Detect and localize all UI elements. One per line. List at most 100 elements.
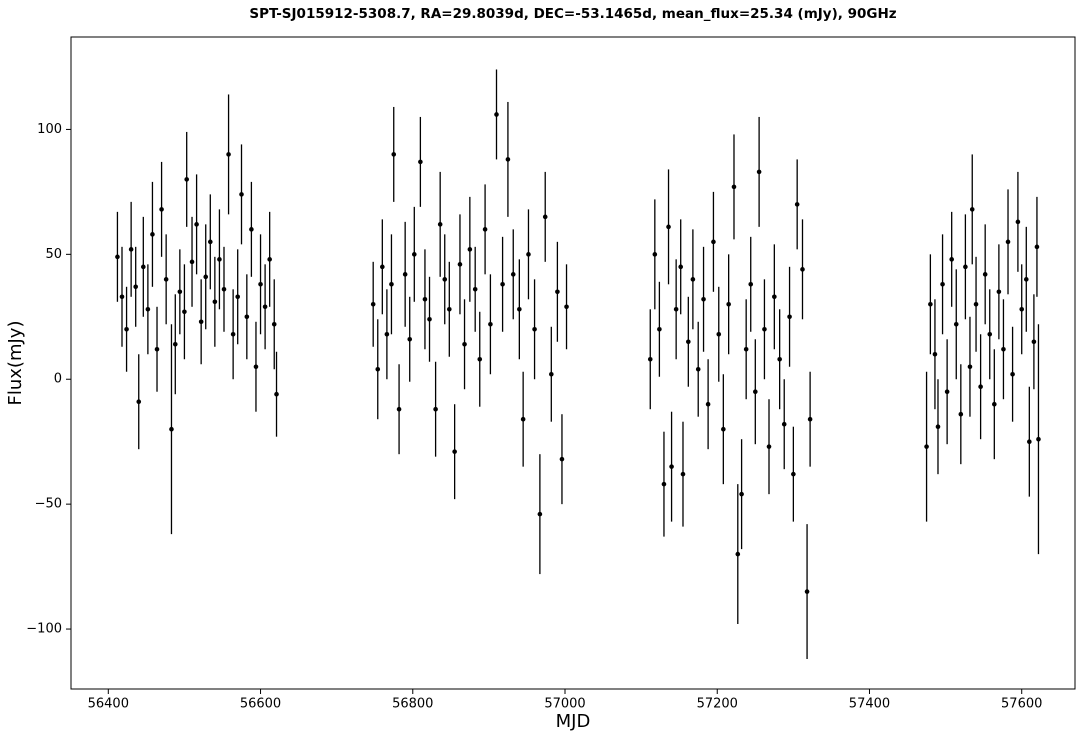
data-point [726, 301, 731, 307]
data-point [115, 254, 120, 260]
data-point [996, 289, 1002, 295]
data-point [235, 294, 240, 300]
y-tick-label: 0 [54, 372, 62, 387]
data-point [239, 192, 244, 197]
data-point [433, 406, 438, 412]
data-point [963, 264, 968, 270]
data-point [958, 411, 964, 417]
data-point [762, 326, 767, 332]
data-point [564, 304, 569, 310]
data-point [794, 202, 800, 207]
data-point [695, 366, 701, 372]
data-point [517, 306, 522, 312]
data-point [716, 331, 722, 337]
x-tick-label: 57600 [1001, 697, 1042, 712]
data-point [647, 356, 653, 362]
data-point [1034, 244, 1040, 250]
data-point [804, 589, 810, 594]
data-point [500, 282, 505, 287]
data-point [274, 391, 279, 397]
data-point [666, 224, 671, 230]
data-point [124, 326, 129, 332]
data-point [482, 227, 488, 232]
data-point [701, 296, 706, 302]
data-point [992, 401, 997, 407]
data-point [781, 421, 787, 427]
data-point [212, 299, 218, 305]
data-point [447, 306, 452, 312]
data-point [119, 294, 125, 300]
data-point [384, 331, 390, 337]
data-point [982, 272, 988, 277]
data-point [1001, 346, 1006, 352]
data-point [680, 471, 686, 477]
data-point [380, 264, 385, 270]
data-point [739, 491, 744, 497]
data-point [978, 384, 983, 390]
data-point [932, 351, 938, 357]
y-tick-label: −50 [35, 497, 62, 512]
data-point [221, 287, 227, 292]
data-point [407, 336, 413, 342]
data-point [800, 267, 805, 272]
data-point [686, 339, 691, 345]
data-point [940, 282, 945, 287]
data-point [669, 464, 674, 469]
data-point [230, 331, 236, 337]
data-point [198, 319, 204, 325]
data-point [182, 309, 187, 315]
x-tick-label: 56400 [88, 697, 129, 712]
data-point [777, 356, 782, 362]
data-point [505, 157, 511, 162]
data-point [537, 511, 543, 517]
data-point [457, 262, 463, 267]
x-tick-label: 57200 [697, 697, 738, 712]
data-point [520, 416, 526, 422]
data-point [1036, 436, 1041, 442]
data-point [402, 272, 408, 277]
data-point [1027, 439, 1032, 444]
data-point [711, 239, 716, 245]
data-point [452, 449, 457, 454]
data-point [766, 444, 772, 449]
data-point [772, 294, 777, 300]
data-point [472, 287, 478, 292]
data-point [1015, 219, 1021, 225]
data-point [949, 257, 954, 262]
data-point [510, 272, 516, 277]
data-point [437, 222, 443, 227]
data-point [555, 289, 560, 295]
data-point [1031, 339, 1037, 345]
data-point [542, 214, 548, 220]
data-point [150, 232, 155, 237]
x-tick-label: 57000 [544, 697, 585, 712]
data-point [526, 252, 531, 257]
x-tick-label: 56600 [240, 697, 281, 712]
data-point [370, 301, 376, 307]
data-point [154, 346, 160, 352]
data-point [924, 444, 929, 449]
data-point [690, 277, 696, 282]
data-point [987, 331, 993, 337]
data-point [271, 321, 277, 327]
data-point [177, 289, 183, 295]
data-point [705, 401, 711, 407]
data-point [207, 239, 213, 245]
data-point [953, 321, 959, 327]
data-point [787, 314, 792, 320]
data-point [189, 259, 195, 265]
data-point [494, 112, 499, 117]
data-point [172, 341, 178, 347]
data-point [133, 284, 139, 290]
chart-title: SPT-SJ015912-5308.7, RA=29.8039d, DEC=-5… [249, 6, 896, 22]
data-point [967, 364, 973, 370]
data-point [477, 356, 483, 362]
data-point [422, 296, 428, 302]
data-point [411, 252, 417, 257]
data-point [169, 426, 174, 432]
data-point [194, 222, 199, 227]
data-point [753, 389, 758, 395]
data-point [391, 152, 397, 157]
